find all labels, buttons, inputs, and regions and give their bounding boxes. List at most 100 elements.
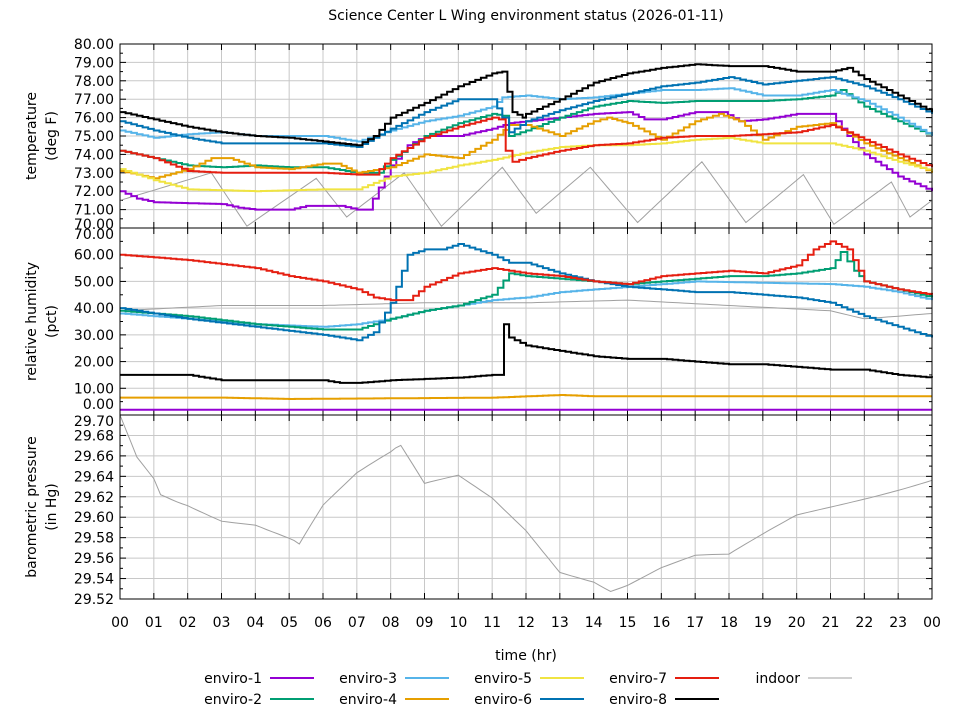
series-line-indoor (119, 414, 933, 593)
y-tick-label: 71.00 (74, 203, 114, 219)
x-tick-label: 06 (314, 615, 332, 631)
y-tick-label: 77.00 (74, 92, 114, 108)
legend-item-indoor: indoor (755, 671, 852, 687)
x-tick-label: 18 (720, 615, 738, 631)
y-axis-label: (deg F) (44, 111, 60, 161)
y-tick-label: 76.00 (74, 111, 114, 127)
legend-label: enviro-2 (204, 692, 262, 708)
y-axis-label: barometric pressure (24, 436, 40, 577)
x-tick-label: 07 (348, 615, 366, 631)
legend-item-enviro-4: enviro-4 (339, 692, 449, 708)
x-tick-label: 11 (483, 615, 501, 631)
legend-item-enviro-2: enviro-2 (204, 692, 314, 708)
y-tick-label: 30.00 (74, 328, 114, 344)
y-tick-label: 80.00 (74, 37, 114, 53)
series-line-enviro-8 (120, 323, 933, 384)
x-tick-label: 20 (788, 615, 806, 631)
y-tick-label: 29.68 (74, 428, 114, 444)
series-line-enviro-8 (120, 63, 933, 147)
y-tick-label: 73.00 (74, 166, 114, 182)
legend-label: enviro-8 (609, 692, 667, 708)
y-tick-label: 70.00 (74, 217, 114, 233)
y-tick-label: 29.60 (74, 510, 114, 526)
legend-item-enviro-1: enviro-1 (204, 671, 314, 687)
series-line-enviro-4 (120, 394, 932, 400)
x-tick-label: 00 (111, 615, 129, 631)
series-line-enviro-5 (120, 136, 933, 193)
y-tick-label: 29.62 (74, 490, 114, 506)
y-tick-label: 75.00 (74, 129, 114, 145)
y-axis-label: (in Hg) (44, 483, 60, 531)
legend-label: enviro-6 (474, 692, 532, 708)
legend-item-enviro-8: enviro-8 (609, 692, 719, 708)
y-axis-label: temperature (24, 92, 40, 180)
series-line-enviro-4 (120, 112, 933, 180)
x-tick-label: 12 (517, 615, 535, 631)
y-tick-label: 29.64 (74, 469, 114, 485)
y-tick-label: 29.70 (74, 414, 114, 430)
legend-label: enviro-5 (474, 671, 532, 687)
panel-2: 29.52 29.54 29.56 29.58 29.60 29.62 29.64 29.66… (24, 414, 933, 608)
x-tick-label: 02 (179, 615, 197, 631)
y-axis-label: relative humidity (24, 262, 40, 381)
y-tick-label: 60.00 (74, 248, 114, 264)
legend-item-enviro-3: enviro-3 (339, 671, 449, 687)
legend-item-enviro-7: enviro-7 (609, 671, 719, 687)
series-line-enviro-6 (120, 76, 933, 148)
x-tick-label: 09 (416, 615, 434, 631)
y-tick-label: 79.00 (74, 55, 114, 71)
panel-frame (119, 414, 933, 600)
x-tick-label: 14 (585, 615, 603, 631)
x-tick-label: 04 (246, 615, 264, 631)
legend-label: indoor (755, 671, 800, 687)
x-tick-label: 22 (855, 615, 873, 631)
y-tick-label: 29.52 (74, 592, 114, 608)
x-tick-label: 08 (382, 615, 400, 631)
y-tick-label: 72.00 (74, 184, 114, 200)
x-tick-label: 03 (213, 615, 231, 631)
y-tick-label: 29.54 (74, 572, 114, 588)
series-line-indoor (119, 299, 933, 320)
x-tick-label: 15 (619, 615, 637, 631)
x-tick-label: 13 (551, 615, 569, 631)
legend-label: enviro-4 (339, 692, 397, 708)
legend-label: enviro-1 (204, 671, 262, 687)
x-tick-label: 00 (923, 615, 941, 631)
series-line-enviro-1 (120, 111, 933, 211)
y-tick-label: 40.00 (74, 301, 114, 317)
x-tick-label: 05 (280, 615, 298, 631)
series-line-enviro-6 (120, 243, 933, 342)
y-tick-label: 78.00 (74, 74, 114, 90)
chart-title: Science Center L Wing environment status… (328, 8, 724, 24)
legend-label: enviro-7 (609, 671, 667, 687)
series-line-enviro-7 (120, 116, 933, 176)
y-tick-label: 0.00 (83, 397, 114, 413)
series-line-enviro-2 (120, 251, 933, 331)
series-line-enviro-7 (120, 240, 933, 302)
y-tick-label: 29.56 (74, 551, 114, 567)
x-tick-label: 01 (145, 615, 163, 631)
legend-item-enviro-6: enviro-6 (474, 692, 584, 708)
y-tick-label: 29.58 (74, 531, 114, 547)
x-tick-label: 21 (822, 615, 840, 631)
series-line-enviro-2 (120, 89, 933, 174)
y-tick-label: 20.00 (74, 355, 114, 371)
series-line-indoor (119, 161, 933, 227)
legend-item-enviro-5: enviro-5 (474, 671, 584, 687)
y-axis-label: (pct) (44, 305, 60, 338)
y-tick-label: 74.00 (74, 147, 114, 163)
x-axis-label: time (hr) (495, 648, 557, 664)
legend-label: enviro-3 (339, 671, 397, 687)
x-tick-label: 16 (652, 615, 670, 631)
x-tick-label: 10 (449, 615, 467, 631)
y-tick-label: 50.00 (74, 274, 114, 290)
y-tick-label: 29.66 (74, 449, 114, 465)
x-tick-label: 17 (686, 615, 704, 631)
y-tick-label: 10.00 (74, 381, 114, 397)
x-tick-label: 23 (889, 615, 907, 631)
x-tick-label: 19 (754, 615, 772, 631)
